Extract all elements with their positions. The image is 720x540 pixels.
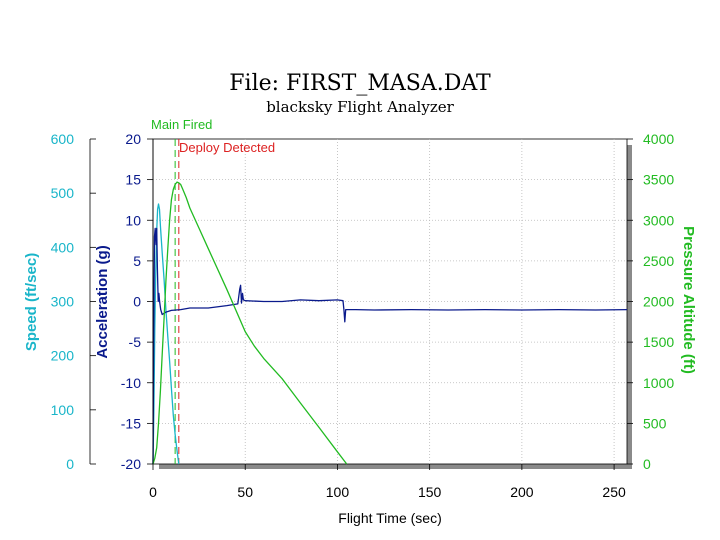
acceleration-tick-label: -15 (121, 415, 141, 431)
speed-tick-label: 500 (51, 185, 75, 201)
altitude-tick-label: 2500 (643, 253, 674, 269)
chart-subtitle: blacksky Flight Analyzer (266, 98, 454, 116)
x-tick-label: 200 (510, 484, 534, 500)
acceleration-tick-label: 20 (125, 131, 141, 147)
altitude-tick-label: 500 (643, 415, 667, 431)
speed-tick-label: 0 (66, 456, 74, 472)
altitude-tick-label: 1000 (643, 375, 674, 391)
acceleration-tick-label: -5 (129, 334, 142, 350)
altitude-tick-label: 0 (643, 456, 651, 472)
x-tick-label: 150 (418, 484, 442, 500)
acceleration-tick-label: -10 (121, 375, 141, 391)
altitude-series-line (152, 181, 348, 465)
acceleration-tick-label: 10 (125, 212, 141, 228)
speed-tick-label: 400 (51, 239, 75, 255)
acceleration-series-line (152, 227, 628, 465)
chart-title: File: FIRST_MASA.DAT (229, 71, 491, 96)
grid-lines (153, 139, 627, 464)
speed-axis-label: Speed (ft/sec) (23, 253, 40, 351)
acceleration-tick-label: 15 (125, 172, 141, 188)
acceleration-tick-label: 5 (133, 253, 141, 269)
altitude-tick-label: 2000 (643, 294, 674, 310)
speed-series-line (152, 203, 180, 465)
speed-tick-label: 200 (51, 348, 75, 364)
acceleration-axis-label: Acceleration (g) (94, 245, 111, 358)
x-axis-label: Flight Time (sec) (338, 510, 441, 526)
speed-tick-label: 300 (51, 294, 75, 310)
altitude-tick-label: 4000 (643, 131, 674, 147)
x-tick-label: 0 (149, 484, 157, 500)
altitude-tick-label: 1500 (643, 334, 674, 350)
speed-tick-label: 100 (51, 402, 75, 418)
x-tick-label: 100 (326, 484, 350, 500)
annotation-lines (174, 139, 180, 464)
axis-ticks: 0 50 100 150 200 2500100200300400500600-20-15… (51, 131, 675, 500)
altitude-tick-label: 3500 (643, 172, 674, 188)
altitude-axis-label: Pressure Altitude (ft) (680, 226, 697, 374)
annotation-main-fired: Main Fired (151, 117, 212, 132)
acceleration-tick-label: -20 (121, 456, 141, 472)
speed-tick-label: 600 (51, 131, 75, 147)
annotation-deploy-detected: Deploy Detected (179, 140, 275, 155)
acceleration-tick-label: 0 (133, 294, 141, 310)
altitude-tick-label: 3000 (643, 212, 674, 228)
series-layer (152, 181, 628, 465)
x-tick-label: 50 (237, 484, 253, 500)
x-tick-label: 250 (602, 484, 626, 500)
